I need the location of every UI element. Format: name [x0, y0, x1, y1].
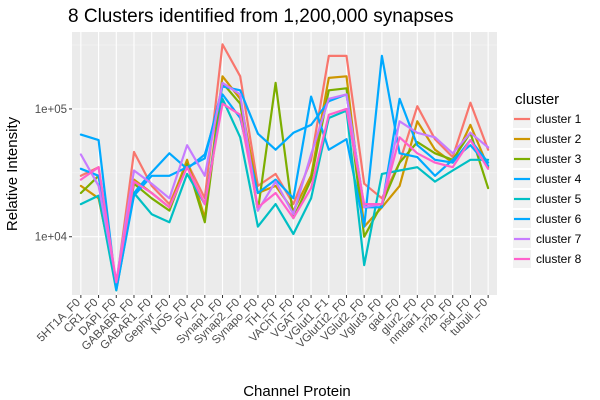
- series-line-8: [79, 102, 490, 284]
- x-axis-title: Channel Protein: [243, 383, 351, 400]
- y-axis: 1e+04 1e+05: [35, 104, 72, 244]
- legend-label: cluster 2: [536, 132, 582, 146]
- legend: cluster cluster 1 cluster 2 cluster 3 clust…: [513, 91, 582, 268]
- y-tick-label: 1e+04: [35, 232, 68, 244]
- series-line-6: [79, 85, 490, 291]
- legend-label: cluster 5: [536, 192, 582, 206]
- y-axis-title: Relative Intensity: [4, 116, 21, 231]
- legend-label: cluster 6: [536, 212, 582, 226]
- panel-background: [72, 32, 497, 295]
- series-layer: [79, 43, 490, 292]
- legend-label: cluster 7: [536, 232, 582, 246]
- x-axis: 5HT1A_F0CR1_F0DAPI_F0GABABR_F0GABAR1_F0G…: [35, 295, 490, 353]
- series-line-4: [79, 54, 490, 286]
- series-line-3: [79, 81, 490, 288]
- legend-label: cluster 8: [536, 252, 582, 266]
- plot-panel: [72, 32, 497, 295]
- chart-title: 8 Clusters identified from 1,200,000 syn…: [68, 6, 454, 27]
- y-tick-label: 1e+05: [35, 104, 67, 116]
- legend-title: cluster: [515, 91, 559, 108]
- legend-label: cluster 3: [536, 152, 582, 166]
- series-line-5: [79, 97, 490, 292]
- series-line-7: [79, 81, 490, 283]
- legend-label: cluster 4: [536, 172, 582, 186]
- legend-label: cluster 1: [536, 112, 582, 126]
